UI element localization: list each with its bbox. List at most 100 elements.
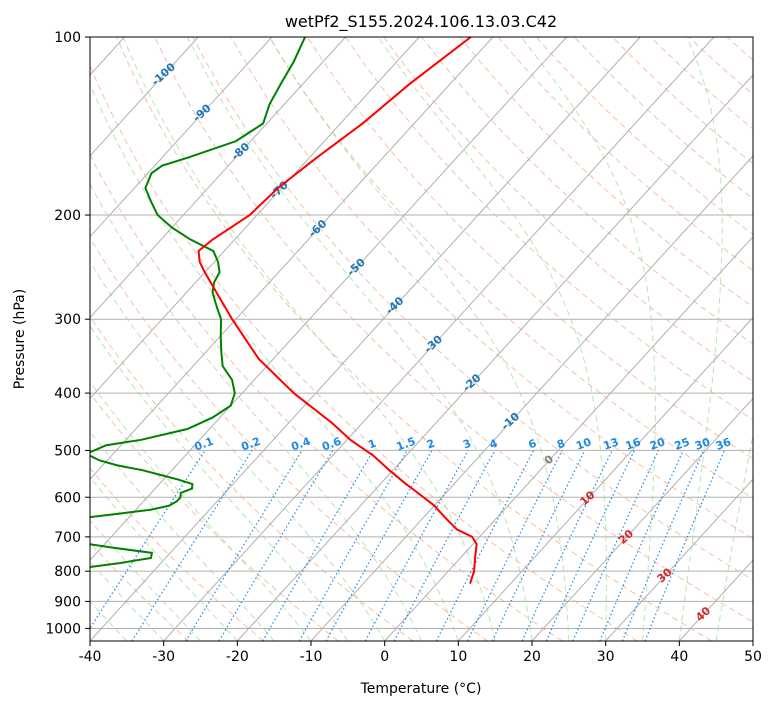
moist-adiabats — [90, 37, 753, 641]
dry-adiabat — [421, 37, 753, 345]
mixing-ratio-line — [131, 450, 253, 641]
mixing-ratio-label: 13 — [602, 435, 621, 452]
isotherm-line — [90, 37, 199, 157]
x-tick-label: 50 — [744, 649, 762, 665]
mixing-ratio-label: 8 — [555, 437, 567, 452]
isotherm-line — [90, 37, 494, 481]
moist-adiabat — [90, 83, 459, 641]
x-axis-title: Temperature (°C) — [360, 681, 482, 697]
mixing-ratio-label: 0.2 — [239, 435, 262, 454]
mixing-ratio-label: 6 — [527, 437, 539, 452]
dry-adiabat — [230, 37, 753, 540]
mixing-ratio-label: 30 — [693, 435, 712, 453]
moist-adiabat — [90, 380, 312, 641]
dry-adiabats — [90, 37, 753, 641]
moist-adiabat — [520, 37, 656, 641]
moist-adiabat — [678, 37, 723, 641]
moist-adiabat — [122, 37, 496, 641]
moist-adiabat — [90, 260, 386, 641]
dewpoint-line — [90, 37, 306, 568]
mixing-ratio-label: 36 — [714, 435, 733, 453]
y-tick-label: 400 — [54, 386, 81, 402]
x-tick-label: 40 — [670, 649, 688, 665]
isotherm-line — [90, 37, 567, 561]
dry-adiabat — [90, 392, 339, 641]
mixing-ratio-label: 0.1 — [193, 435, 216, 454]
mixing-ratio-labels: 0.1 0.2 0.4 0.6 1 1.5 2 3 4 6 8 10 13 16 20 25 30 36 — [193, 435, 733, 454]
dry-adiabat — [535, 37, 753, 236]
isotherm-line — [457, 316, 753, 641]
y-tick-label: 300 — [54, 312, 81, 328]
mixing-ratio-line — [572, 450, 660, 641]
mixing-ratio-label: 25 — [673, 435, 692, 452]
dry-adiabat — [90, 64, 638, 641]
moist-adiabat — [269, 37, 570, 641]
y-tick-label: 800 — [54, 564, 81, 580]
mixing-ratio-label: 3 — [461, 437, 473, 452]
mixing-ratio-line — [262, 450, 374, 641]
mixing-ratio-label: 20 — [648, 435, 667, 453]
mixing-ratio-line — [218, 450, 334, 641]
dry-adiabat — [116, 37, 713, 641]
moist-adiabat — [90, 325, 349, 641]
moist-adiabat — [715, 432, 753, 641]
x-tick-label: 10 — [449, 649, 467, 665]
moist-adiabat — [90, 182, 422, 641]
mixing-ratio-line — [521, 450, 613, 641]
x-tick-label: -10 — [300, 649, 323, 665]
dry-adiabat — [612, 37, 753, 165]
x-tick-label: 0 — [380, 649, 389, 665]
y-tick-label: 200 — [54, 208, 81, 224]
mixing-ratio-label: 2 — [425, 437, 437, 452]
mixing-ratio-label: 0.4 — [289, 435, 312, 454]
mixing-ratio-label: 1 — [366, 437, 378, 452]
y-tick-label: 500 — [54, 443, 81, 459]
mixing-ratio-line — [621, 450, 705, 641]
mixing-ratio-line — [545, 450, 635, 641]
mixing-ratio-label: 0.6 — [320, 435, 343, 454]
isotherm-line — [531, 397, 753, 641]
y-tick-label: 900 — [54, 594, 81, 610]
isotherm-line — [163, 37, 715, 641]
chart-title: wetPf2_S155.2024.106.13.03.C42 — [285, 12, 557, 32]
y-tick-label: 600 — [54, 490, 81, 506]
mixing-ratio-label: 4 — [488, 437, 500, 452]
data-series — [90, 37, 478, 584]
dry-adiabat — [345, 37, 753, 421]
temperature-line — [197, 37, 478, 584]
isotherms — [90, 37, 753, 641]
isotherm-line — [90, 37, 346, 319]
isotherm-line — [236, 74, 753, 641]
pressure-gridlines — [90, 37, 753, 629]
x-tick-label: -40 — [79, 649, 102, 665]
dry-adiabat — [90, 153, 563, 641]
dry-adiabat — [90, 315, 414, 641]
mixing-ratio-line — [491, 450, 586, 641]
x-tick-label: -20 — [226, 649, 249, 665]
y-tick-label: 100 — [54, 30, 81, 46]
isotherm-line — [90, 37, 420, 400]
dry-adiabat — [573, 37, 753, 200]
moist-adiabat — [187, 37, 533, 641]
mixing-ratio-line — [298, 450, 408, 641]
mixing-ratio-line — [466, 450, 563, 641]
mixing-ratio-label: 16 — [624, 435, 643, 453]
y-tick-label: 1000 — [45, 621, 81, 637]
mixing-ratio-line — [185, 450, 303, 641]
x-tick-label: -30 — [152, 649, 175, 665]
mixing-ratio-label: 10 — [574, 435, 593, 453]
dry-adiabat — [192, 37, 753, 581]
y-tick-label: 700 — [54, 530, 81, 546]
moist-adiabat — [377, 37, 607, 641]
dry-adiabat — [383, 37, 753, 383]
mixing-ratio-line — [325, 450, 433, 641]
axis-ticks: -40 -30 -20 -10 0 10 20 30 40 50 1000 900 800 700 600 5… — [45, 30, 762, 665]
mixing-ratio-line — [599, 450, 684, 641]
x-tick-label: 20 — [523, 649, 541, 665]
isotherm-line — [310, 155, 753, 641]
plot-frame — [89, 36, 754, 642]
dry-adiabat — [154, 37, 753, 623]
mixing-ratio-label: 1.5 — [395, 435, 418, 454]
isotherm-line — [384, 235, 753, 641]
